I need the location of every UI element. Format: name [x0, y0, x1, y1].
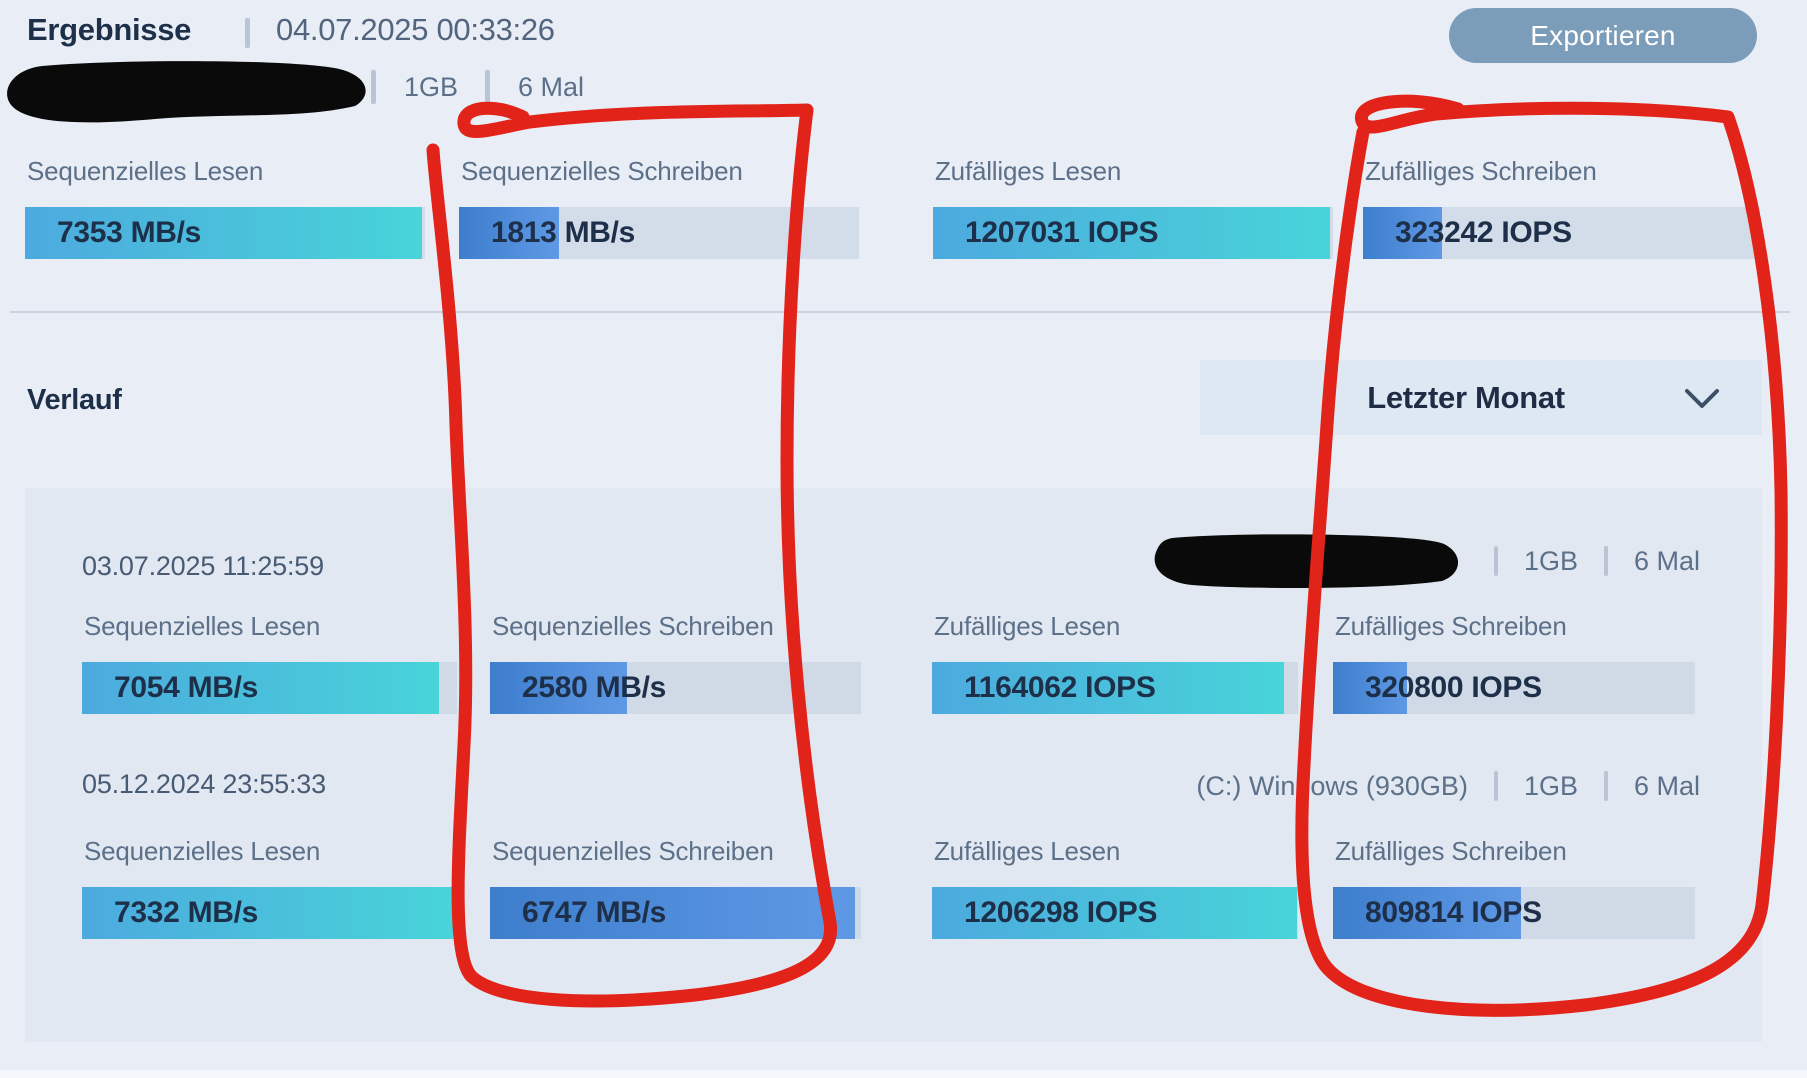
history-range-dropdown[interactable]: Letzter Monat [1200, 360, 1762, 435]
metric-value: 809814 IOPS [1365, 896, 1542, 929]
history-entry-meta: 1GB 6 Mal [1152, 533, 1700, 589]
metric-sequential-read: Sequenzielles Lesen 7054 MB/s [82, 611, 457, 714]
metric-value: 1164062 IOPS [964, 671, 1156, 704]
metric-bar-fill [932, 662, 1285, 714]
metric-value: 1206298 IOPS [964, 896, 1158, 929]
metric-random-write: Zufälliges Schreiben 323242 IOPS [1363, 156, 1760, 259]
metric-sequential-write: Sequenzielles Schreiben 6747 MB/s [490, 836, 861, 939]
metric-sequential-read: Sequenzielles Lesen 7332 MB/s [82, 836, 457, 939]
metric-bar-track: 6747 MB/s [490, 887, 861, 939]
metric-label: Sequenzielles Lesen [84, 611, 321, 641]
metric-label: Sequenzielles Lesen [27, 156, 264, 186]
metric-sequential-write: Sequenzielles Schreiben 2580 MB/s [490, 611, 861, 714]
result-timestamp: 04.07.2025 00:33:26 [276, 12, 555, 47]
metric-sequential-write: Sequenzielles Schreiben 1813 MB/s [459, 156, 859, 259]
metric-label: Zufälliges Schreiben [1335, 611, 1567, 641]
metric-label: Sequenzielles Schreiben [461, 156, 743, 186]
metric-value: 1207031 IOPS [965, 216, 1159, 249]
metric-value: 320800 IOPS [1365, 671, 1542, 704]
meta-divider [1493, 771, 1498, 801]
metric-label: Zufälliges Lesen [934, 836, 1121, 866]
metric-bar-track: 1206298 IOPS [932, 887, 1298, 939]
metric-bar-track: 323242 IOPS [1363, 207, 1760, 259]
drive-name: (C:) Windows (930GB) [1196, 770, 1468, 801]
metric-bar-track: 7054 MB/s [82, 662, 457, 714]
metric-random-read: Zufälliges Lesen 1164062 IOPS [932, 611, 1298, 714]
test-runs: 6 Mal [518, 72, 585, 102]
metric-random-write: Zufälliges Schreiben 809814 IOPS [1333, 836, 1695, 939]
metric-label: Zufälliges Schreiben [1365, 156, 1597, 186]
test-size: 1GB [1523, 545, 1578, 576]
meta-divider [371, 70, 376, 104]
metric-label: Zufälliges Schreiben [1335, 836, 1567, 866]
history-entry-metrics: Sequenzielles Lesen 7332 MB/s Sequenziel… [25, 836, 1762, 946]
metric-label: Zufälliges Lesen [934, 611, 1121, 641]
metric-bar-track: 1207031 IOPS [933, 207, 1333, 259]
metric-value: 6747 MB/s [522, 896, 667, 929]
metric-value: 323242 IOPS [1395, 216, 1572, 249]
metric-bar-track: 7332 MB/s [82, 887, 457, 939]
next-section-edge [0, 1070, 1807, 1078]
metric-bar-track: 1164062 IOPS [932, 662, 1298, 714]
export-button[interactable]: Exportieren [1449, 8, 1757, 63]
history-range-value: Letzter Monat [1367, 379, 1565, 415]
history-entry-metrics: Sequenzielles Lesen 7054 MB/s Sequenziel… [25, 611, 1762, 721]
meta-divider [1603, 771, 1608, 801]
latest-result-metrics: Sequenzielles Lesen 7353 MB/s Sequenziel… [0, 156, 1807, 266]
test-size: 1GB [1523, 770, 1578, 801]
drive-name-redaction [1154, 534, 1458, 588]
metric-label: Zufälliges Lesen [935, 156, 1122, 186]
metric-bar-track: 2580 MB/s [490, 662, 861, 714]
metric-bar-fill [932, 887, 1297, 939]
metric-bar-fill [82, 662, 439, 714]
metric-value: 1813 MB/s [491, 216, 636, 249]
meta-divider [1603, 546, 1608, 576]
title-divider [245, 18, 250, 48]
metric-value: 7054 MB/s [114, 671, 259, 704]
metric-value: 7353 MB/s [57, 216, 202, 249]
metric-sequential-read: Sequenzielles Lesen 7353 MB/s [25, 156, 425, 259]
metric-random-read: Zufälliges Lesen 1206298 IOPS [932, 836, 1298, 939]
metric-bar-fill [25, 207, 423, 259]
metric-random-write: Zufälliges Schreiben 320800 IOPS [1333, 611, 1695, 714]
metric-bar-fill [933, 207, 1330, 259]
section-divider [10, 311, 1790, 313]
history-entry-date: 05.12.2024 23:55:33 [82, 769, 326, 799]
drive-name-redaction [7, 61, 366, 123]
metric-random-read: Zufälliges Lesen 1207031 IOPS [933, 156, 1333, 259]
metric-bar-track: 7353 MB/s [25, 207, 425, 259]
metric-bar-track: 809814 IOPS [1333, 887, 1695, 939]
metric-value: 7332 MB/s [114, 896, 259, 929]
history-entry-date: 03.07.2025 11:25:59 [82, 551, 324, 581]
metric-bar-track: 320800 IOPS [1333, 662, 1695, 714]
meta-divider [485, 70, 490, 104]
metric-bar-track: 1813 MB/s [459, 207, 859, 259]
history-entry-meta: (C:) Windows (930GB) 1GB 6 Mal [1196, 758, 1700, 814]
history-card: 03.07.2025 11:25:59 1GB 6 Mal Sequenziel… [25, 488, 1762, 1042]
test-runs: 6 Mal [1633, 545, 1700, 576]
meta-divider [1493, 546, 1498, 576]
history-title: Verlauf [27, 384, 122, 416]
test-runs: 6 Mal [1633, 770, 1700, 801]
test-size: 1GB [404, 72, 459, 102]
metric-bar-fill [82, 887, 454, 939]
metric-label: Sequenzielles Schreiben [492, 611, 774, 641]
chevron-down-icon [1684, 388, 1720, 415]
metric-label: Sequenzielles Lesen [84, 836, 321, 866]
page-title: Ergebnisse [27, 12, 192, 47]
metric-value: 2580 MB/s [522, 671, 667, 704]
metric-label: Sequenzielles Schreiben [492, 836, 774, 866]
